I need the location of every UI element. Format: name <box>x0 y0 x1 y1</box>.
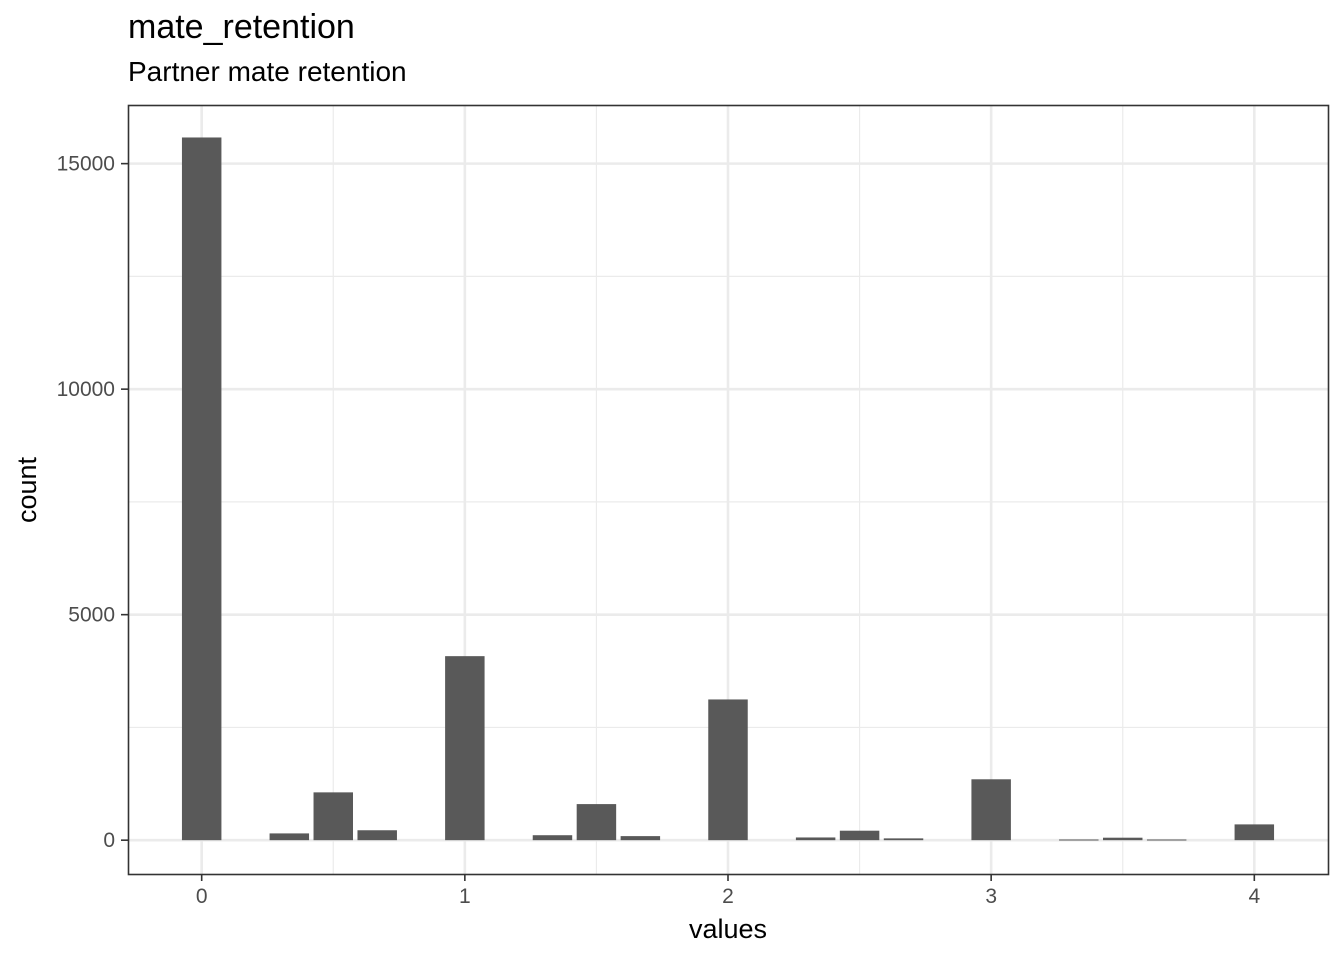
bar <box>576 804 617 841</box>
x-axis-title: values <box>689 914 767 944</box>
x-tick-label: 1 <box>459 885 471 908</box>
bar <box>445 656 485 841</box>
bar <box>620 836 661 841</box>
bar <box>1146 839 1187 841</box>
y-tick-label: 0 <box>103 829 115 852</box>
y-tick-label: 15000 <box>57 153 115 176</box>
y-axis: 0 5000 10000 15000 <box>57 153 128 852</box>
bar <box>839 830 880 841</box>
x-tick-label: 2 <box>722 885 734 908</box>
bar <box>883 838 924 841</box>
y-axis-title: count <box>12 456 42 523</box>
bar <box>181 137 222 841</box>
bar <box>1103 837 1143 841</box>
bar <box>1059 839 1099 841</box>
x-tick-label: 4 <box>1248 885 1260 908</box>
chart-title: mate_retention <box>128 8 355 46</box>
bars <box>181 137 1275 841</box>
y-tick-label: 10000 <box>57 378 115 401</box>
bar <box>532 835 573 841</box>
bar <box>795 837 836 841</box>
x-tick-label: 0 <box>196 885 208 908</box>
bar <box>357 830 397 841</box>
y-tick-label: 5000 <box>68 604 115 627</box>
bar <box>313 792 353 841</box>
chart-subtitle: Partner mate retention <box>128 56 407 87</box>
bar <box>971 779 1011 841</box>
x-axis: 0 1 2 3 4 <box>196 874 1260 908</box>
bar <box>1234 824 1275 841</box>
bar <box>269 833 310 841</box>
x-tick-label: 3 <box>985 885 997 908</box>
bar <box>708 699 748 841</box>
